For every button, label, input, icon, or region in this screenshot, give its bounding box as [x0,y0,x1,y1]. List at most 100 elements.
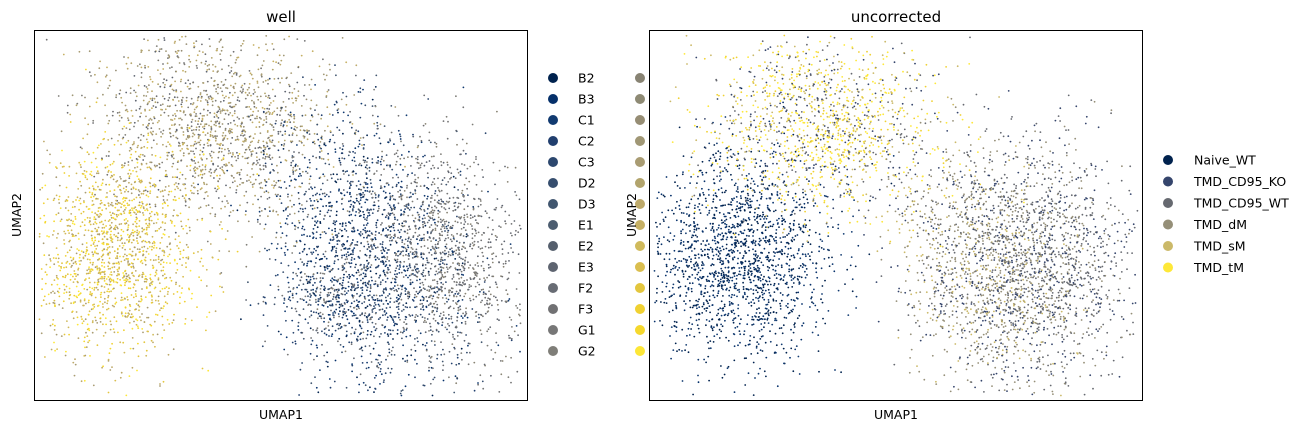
scatter-point [212,70,215,72]
scatter-point [297,329,300,331]
scatter-point [188,66,191,68]
scatter-point [332,236,335,239]
scatter-point [249,72,252,75]
scatter-point [291,132,294,135]
scatter-point [157,278,160,281]
scatter-point [272,210,274,213]
scatter-point [319,265,322,267]
scatter-point [297,66,300,69]
scatter-point [224,195,226,198]
scatter-point [449,166,452,169]
scatter-point [389,329,392,332]
scatter-point [309,293,311,295]
scatter-point [400,394,403,397]
scatter-point [299,172,301,175]
scatter-point [91,263,94,266]
scatter-point [439,239,441,242]
scatter-point [110,323,112,326]
scatter-point [224,129,227,132]
scatter-point [297,325,300,327]
scatter-point [112,281,115,283]
scatter-point [358,139,361,142]
scatter-point [320,147,322,150]
scatter-point [154,50,157,53]
scatter-point [364,269,367,272]
scatter-point [129,305,132,307]
scatter-point [212,163,215,166]
scatter-point [403,330,405,332]
scatter-point [105,323,107,326]
scatter-point [510,319,513,321]
scatter-point [325,74,328,77]
scatter-point [74,218,77,220]
scatter-point [457,189,459,191]
scatter-point [329,201,332,204]
scatter-point [262,157,264,159]
scatter-point [150,294,153,297]
scatter-point [317,391,320,394]
scatter-point [409,266,412,269]
scatter-point [118,223,121,226]
scatter-point [230,131,232,133]
scatter-point [150,219,153,222]
scatter-point [107,247,109,249]
scatter-point [178,302,181,305]
scatter-point [251,150,254,153]
scatter-point [173,258,176,261]
scatter-point [308,178,311,181]
scatter-point [140,51,143,53]
scatter-point [143,85,146,87]
scatter-point [252,44,255,46]
scatter-point [53,230,55,232]
scatter-point [84,346,86,349]
scatter-point [454,258,457,260]
scatter-point [481,380,484,383]
scatter-point [180,159,183,162]
scatter-point [203,181,205,184]
scatter-point [348,200,350,203]
scatter-point [51,323,54,326]
scatter-point [374,258,377,261]
scatter-point [120,311,123,314]
scatter-point [203,143,206,146]
scatter-point [367,294,370,297]
scatter-point [365,219,368,222]
scatter-point [85,346,88,348]
scatter-point [83,201,85,204]
scatter-point [263,191,266,194]
scatter-point [361,196,364,199]
scatter-point [360,242,363,244]
scatter-point [264,162,267,165]
scatter-point [258,126,261,128]
scatter-point [87,208,90,211]
scatter-point [202,51,204,53]
scatter-point [408,226,410,228]
scatter-point [142,99,145,102]
scatter-point [58,184,61,187]
scatter-point [131,272,133,275]
scatter-point [147,132,150,135]
scatter-point [154,271,157,274]
scatter-point [87,229,90,232]
scatter-point [323,218,325,220]
scatter-point [395,163,397,166]
scatter-point [399,193,402,196]
scatter-point [340,303,343,306]
scatter-point [43,295,46,298]
scatter-point [265,43,267,46]
scatter-point [195,142,198,145]
scatter-point [79,263,81,266]
scatter-point [347,285,350,288]
scatter-point [316,198,318,201]
scatter-point [116,112,119,114]
scatter-point [482,291,485,294]
scatter-point [76,316,79,319]
scatter-point [47,293,50,296]
scatter-point [185,99,188,102]
scatter-point [135,222,138,225]
scatter-point [190,103,192,105]
scatter-point [182,134,185,136]
scatter-point [339,344,342,346]
scatter-point [275,181,278,184]
scatter-point [172,153,175,156]
